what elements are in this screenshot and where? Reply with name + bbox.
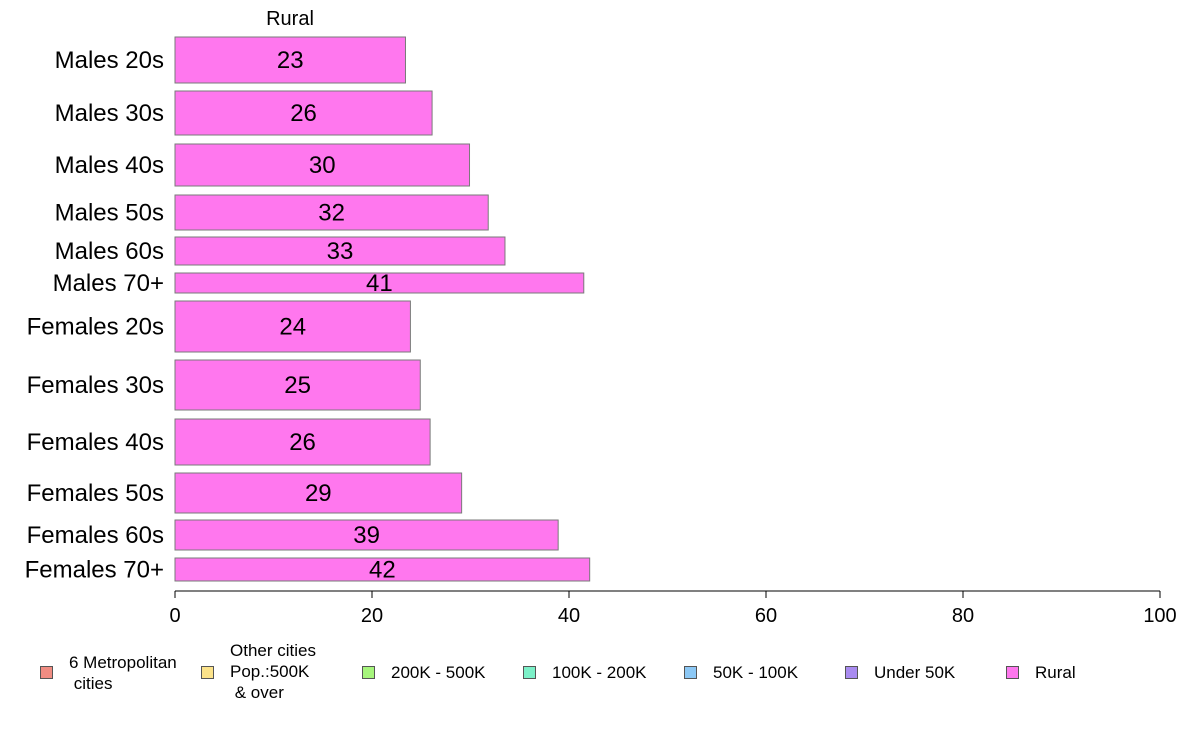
bar-males-20s: [174, 36, 406, 84]
legend-label-100k-200k: 100K - 200K: [552, 663, 647, 682]
category-label-females-60s: Females 60s: [27, 522, 164, 549]
bar-value-label-males-40s: 30: [309, 152, 336, 179]
legend-swatch-under-50k: [845, 666, 858, 679]
legend-label-other-cities: Other cities Pop.:500K & over: [230, 641, 316, 702]
legend: 6 Metropolitan cities Other cities Pop.:…: [0, 640, 1188, 710]
bar-value-label-males-30s: 26: [290, 100, 317, 127]
bar-value-label-females-20s: 24: [279, 314, 306, 341]
category-label-males-50s: Males 50s: [55, 200, 164, 227]
bar-males-40s: [174, 143, 471, 187]
x-tick-label-60: 60: [755, 605, 777, 627]
bar-females-20s: [174, 300, 411, 353]
legend-swatch-200k-500k: [362, 666, 375, 679]
legend-item-under-50k: Under 50K: [845, 640, 955, 683]
bars-group: Males 20s 23 Males 30s 26 Males 40s 30 Males 5…: [25, 36, 591, 584]
legend-label-rural: Rural: [1035, 663, 1076, 682]
legend-label-50k-100k: 50K - 100K: [713, 663, 799, 682]
bar-value-label-females-70plus: 42: [369, 557, 396, 584]
category-label-males-30s: Males 30s: [55, 100, 164, 127]
legend-swatch-rural: [1006, 666, 1019, 679]
legend-label-metropolitan: 6 Metropolitan cities: [69, 653, 177, 693]
x-tick-label-80: 80: [952, 605, 974, 627]
category-label-females-30s: Females 30s: [27, 372, 164, 399]
bar-value-label-males-50s: 32: [318, 200, 345, 227]
x-tick-label-40: 40: [558, 605, 580, 627]
panel-title: Rural: [266, 8, 314, 30]
category-label-females-70plus: Females 70+: [25, 557, 164, 584]
bar-value-label-males-70plus: 41: [366, 270, 393, 297]
legend-item-100k-200k: 100K - 200K: [523, 640, 647, 683]
bar-value-label-females-50s: 29: [305, 480, 332, 507]
bar-value-label-females-30s: 25: [284, 372, 311, 399]
legend-item-50k-100k: 50K - 100K: [684, 640, 798, 683]
bar-value-label-males-60s: 33: [327, 238, 354, 265]
bar-males-60s: [174, 236, 506, 266]
bar-males-30s: [174, 90, 433, 136]
bar-females-60s: [174, 519, 559, 551]
bar-value-label-males-20s: 23: [277, 47, 304, 74]
bar-males-70plus: [174, 272, 585, 294]
category-label-females-20s: Females 20s: [27, 314, 164, 341]
legend-item-metropolitan: 6 Metropolitan cities: [40, 640, 177, 694]
legend-label-200k-500k: 200K - 500K: [391, 663, 486, 682]
legend-item-rural: Rural: [1006, 640, 1076, 683]
category-label-males-20s: Males 20s: [55, 47, 164, 74]
legend-swatch-metropolitan: [40, 666, 53, 679]
legend-swatch-100k-200k: [523, 666, 536, 679]
bar-value-label-females-40s: 26: [289, 429, 316, 456]
category-label-males-70plus: Males 70+: [53, 270, 164, 297]
bar-females-70plus: [174, 557, 591, 582]
category-label-females-40s: Females 40s: [27, 429, 164, 456]
bar-value-label-females-60s: 39: [353, 522, 380, 549]
bar-females-30s: [174, 359, 421, 411]
bar-females-40s: [174, 418, 431, 466]
x-tick-label-20: 20: [361, 605, 383, 627]
legend-item-200k-500k: 200K - 500K: [362, 640, 486, 683]
legend-swatch-50k-100k: [684, 666, 697, 679]
bar-females-50s: [174, 472, 463, 514]
bar-males-50s: [174, 194, 489, 231]
legend-label-under-50k: Under 50K: [874, 663, 956, 682]
legend-swatch-other-cities: [201, 666, 214, 679]
category-label-males-40s: Males 40s: [55, 152, 164, 179]
category-label-females-50s: Females 50s: [27, 480, 164, 507]
x-axis: 0 20 40 60 80 100: [169, 590, 1177, 627]
category-label-males-60s: Males 60s: [55, 238, 164, 265]
x-tick-label-100: 100: [1143, 605, 1176, 627]
x-tick-label-0: 0: [169, 605, 180, 627]
legend-item-other-cities: Other cities Pop.:500K & over: [201, 640, 316, 703]
